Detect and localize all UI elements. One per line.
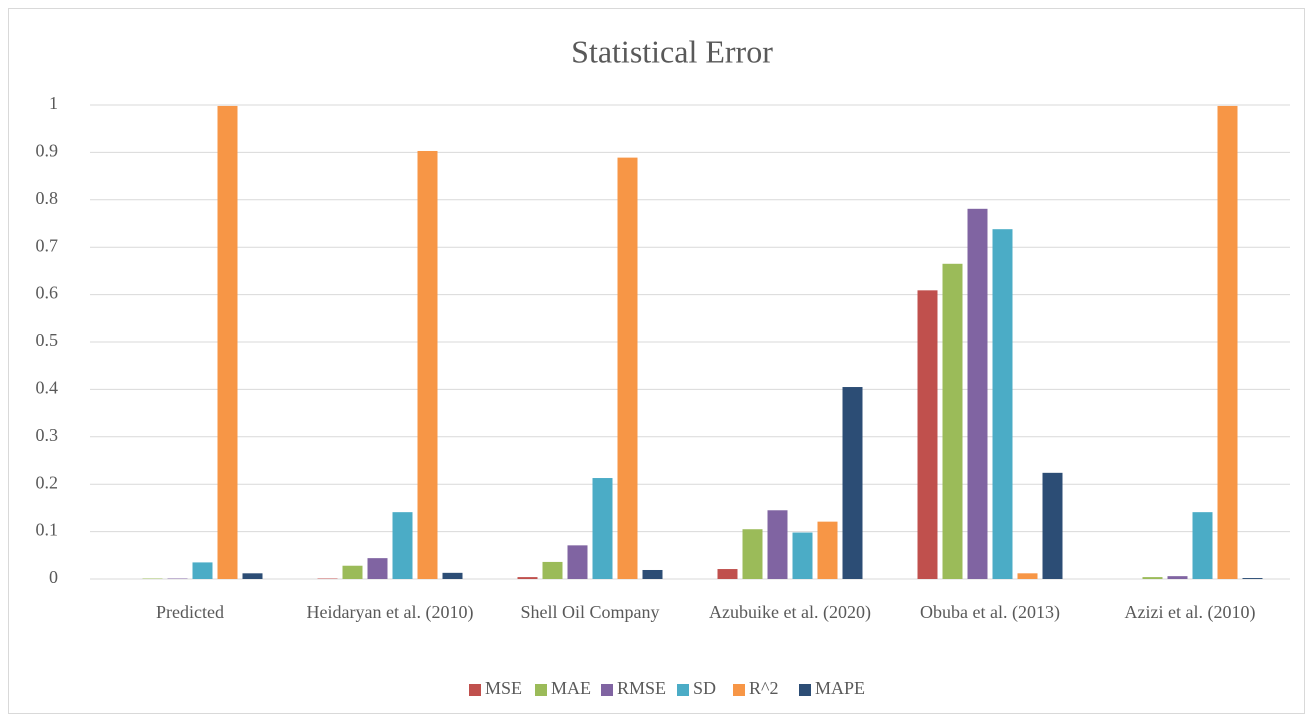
x-tick-label: Azubuike et al. (2020)	[700, 600, 880, 624]
y-tick-label: 0.5	[36, 330, 59, 350]
bar	[968, 209, 988, 579]
y-tick-label: 0.4	[36, 378, 59, 398]
x-tick-label: Shell Oil Company	[500, 600, 680, 624]
bar	[1243, 578, 1263, 579]
legend-label: R^2	[749, 678, 778, 698]
bar	[643, 570, 663, 579]
x-tick-label: Azizi et al. (2010)	[1100, 600, 1280, 624]
bar	[918, 290, 938, 579]
chart-title: Statistical Error	[571, 33, 773, 69]
bar	[393, 512, 413, 579]
x-tick-label: Obuba et al. (2013)	[900, 600, 1080, 624]
bar	[618, 158, 638, 579]
legend-label: RMSE	[617, 678, 666, 698]
bar	[718, 569, 738, 579]
bar	[418, 151, 438, 579]
bar	[218, 106, 238, 579]
x-tick-label: Heidaryan et al. (2010)	[300, 600, 480, 624]
y-tick-label: 0.1	[36, 520, 59, 540]
bar	[343, 566, 363, 579]
bar	[543, 562, 563, 579]
x-tick-label: Predicted	[100, 600, 280, 624]
legend-swatch	[601, 684, 613, 696]
bar	[1218, 106, 1238, 579]
legend-swatch	[469, 684, 481, 696]
bar	[768, 510, 788, 579]
bar	[843, 387, 863, 579]
y-tick-label: 0.7	[36, 235, 59, 255]
bar	[1143, 577, 1163, 579]
legend-swatch	[733, 684, 745, 696]
legend-label: SD	[693, 678, 716, 698]
bar	[193, 562, 213, 579]
bar	[443, 573, 463, 579]
bar	[568, 545, 588, 579]
legend-label: MAPE	[815, 678, 865, 698]
bar	[518, 577, 538, 579]
bar	[1018, 573, 1038, 579]
legend-swatch	[799, 684, 811, 696]
bar	[993, 229, 1013, 579]
y-tick-label: 0.3	[36, 425, 59, 445]
bar	[1043, 473, 1063, 579]
bar	[593, 478, 613, 579]
legend-label: MAE	[551, 678, 591, 698]
legend-label: MSE	[485, 678, 522, 698]
y-tick-label: 1	[49, 93, 58, 113]
bar	[368, 558, 388, 579]
bar	[818, 522, 838, 579]
bar	[793, 533, 813, 579]
y-tick-label: 0	[49, 567, 58, 587]
legend-swatch	[677, 684, 689, 696]
legend-swatch	[535, 684, 547, 696]
y-tick-label: 0.2	[36, 472, 59, 492]
y-tick-label: 0.8	[36, 188, 59, 208]
bar	[243, 573, 263, 579]
bar	[943, 264, 963, 579]
bar	[743, 529, 763, 579]
y-tick-label: 0.9	[36, 141, 59, 161]
bar	[1168, 576, 1188, 579]
y-tick-label: 0.6	[36, 283, 59, 303]
bar	[1193, 512, 1213, 579]
